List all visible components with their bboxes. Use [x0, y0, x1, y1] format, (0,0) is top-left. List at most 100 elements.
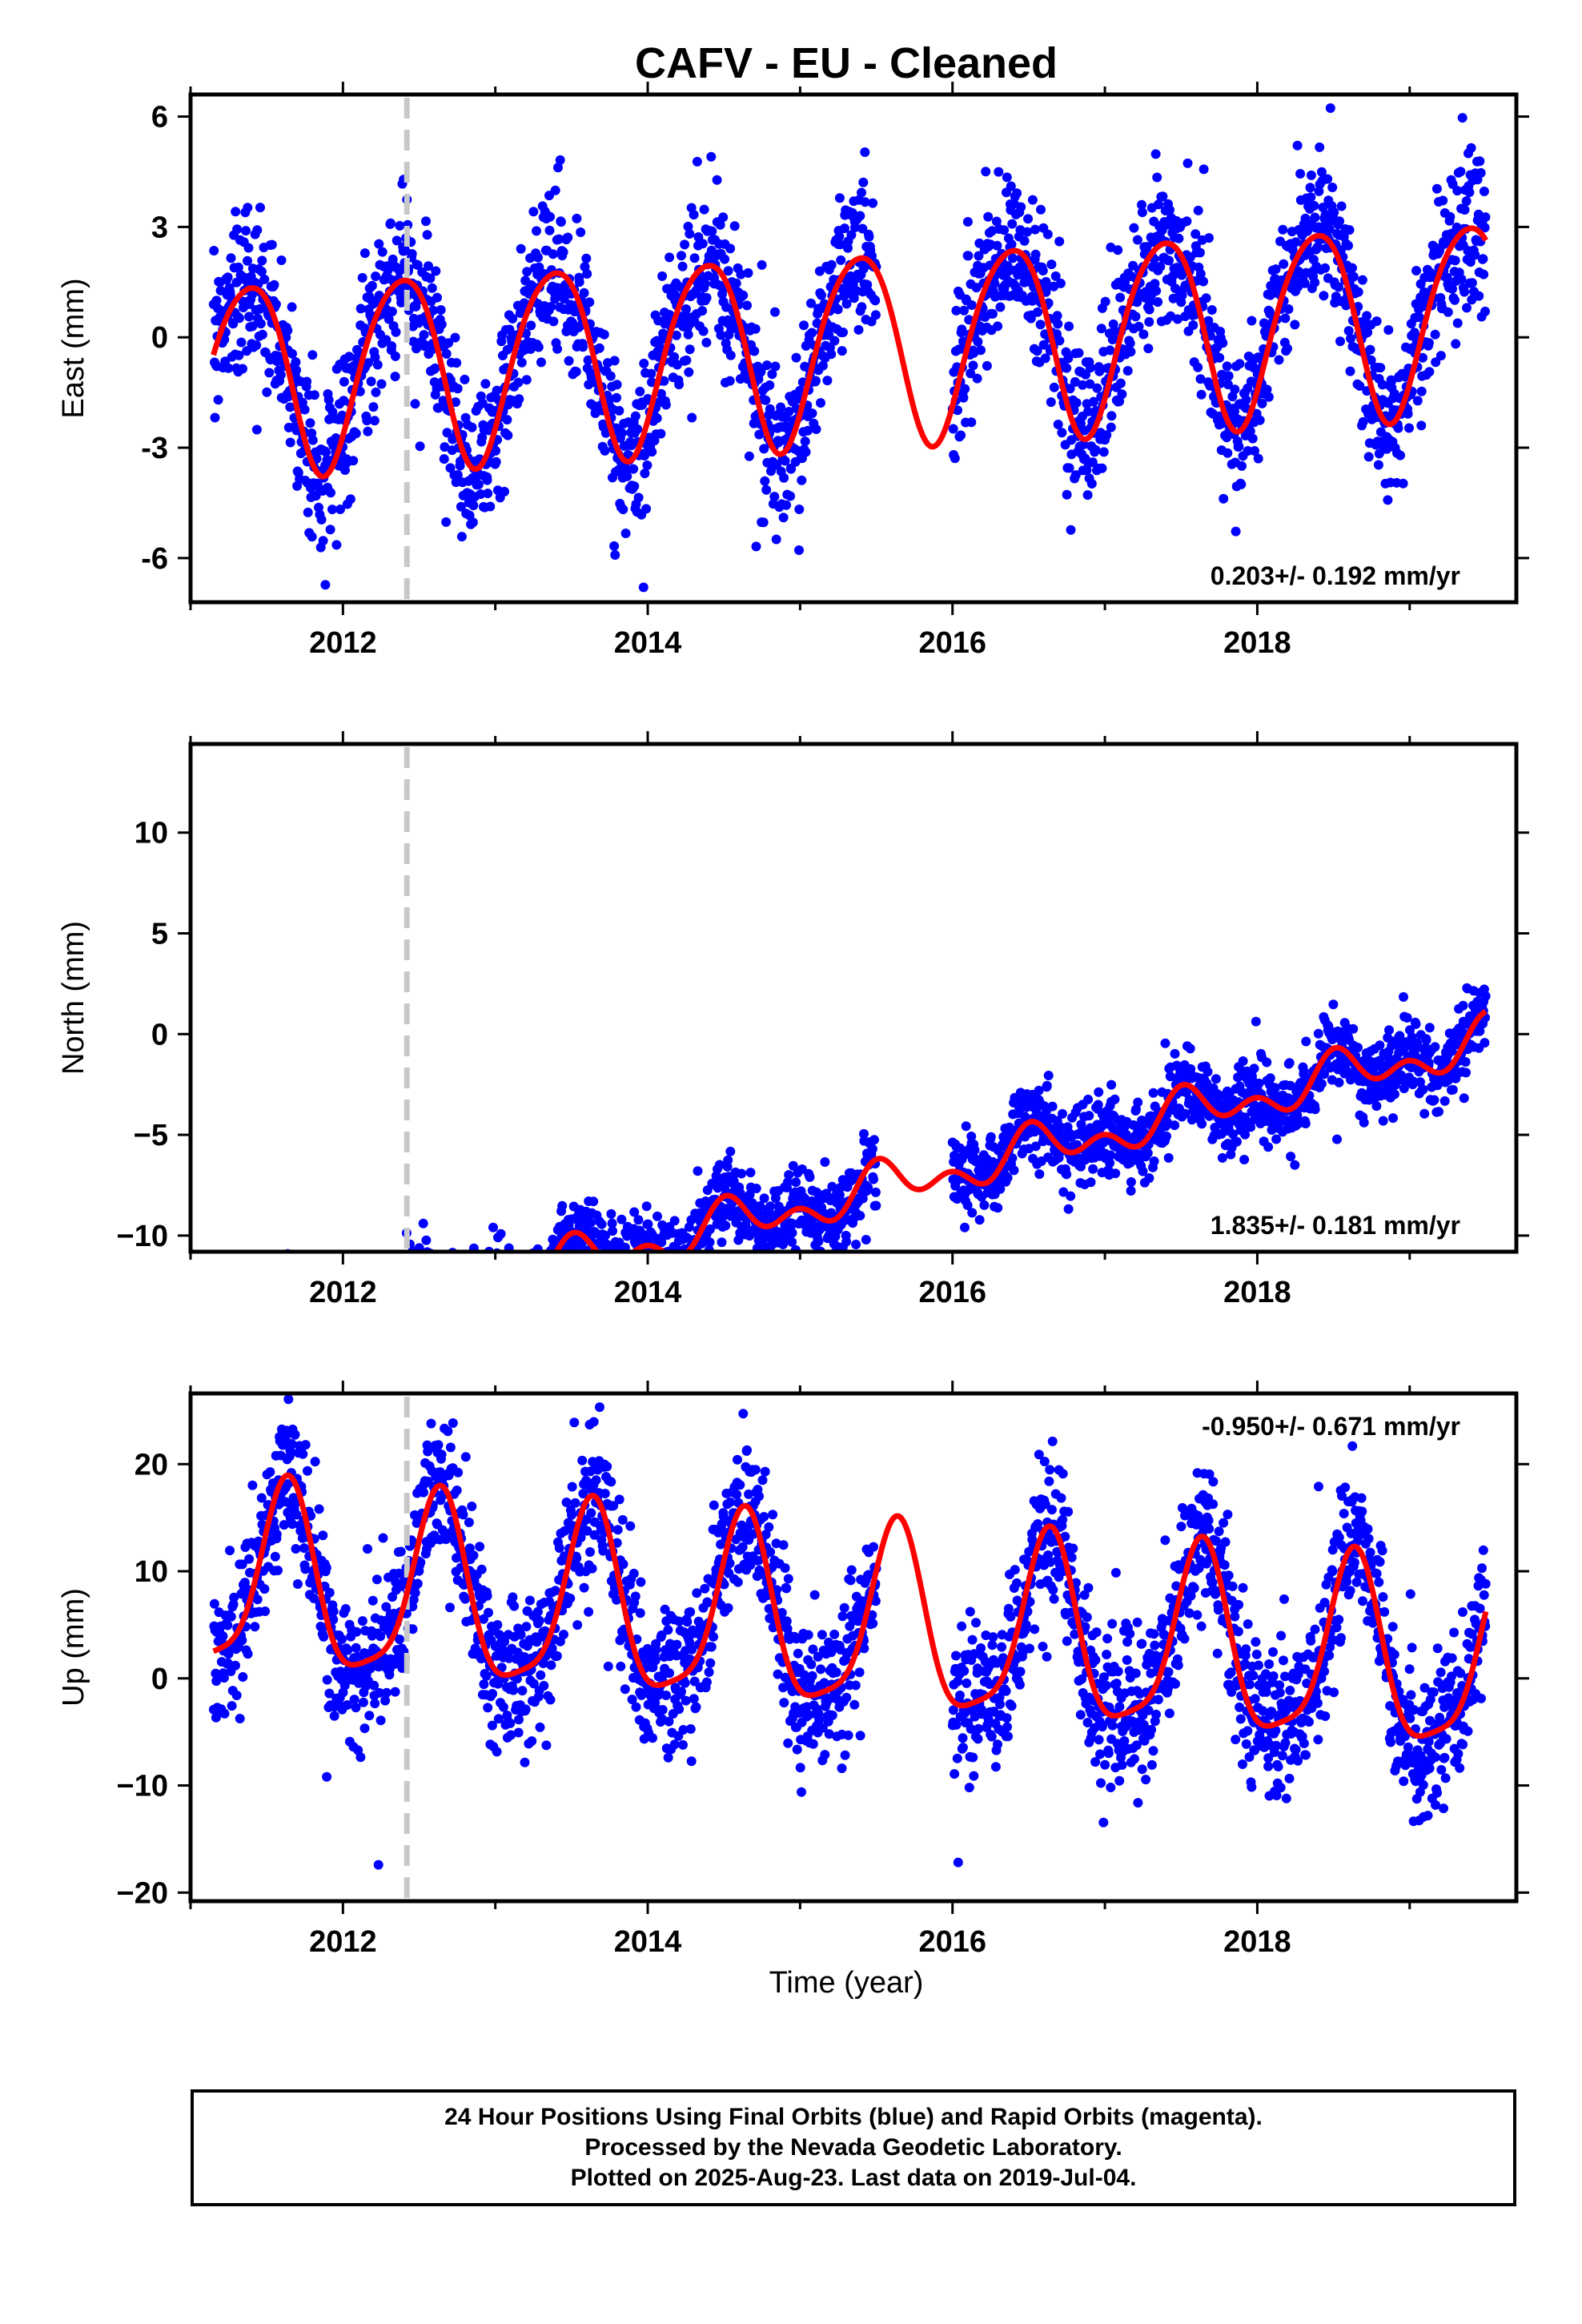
data-point: [993, 321, 1003, 332]
data-point: [456, 501, 466, 512]
data-point: [338, 1324, 347, 1333]
data-point: [656, 428, 666, 439]
data-point: [535, 1305, 544, 1314]
data-point: [273, 1287, 283, 1297]
data-point: [1467, 278, 1477, 288]
data-point: [307, 532, 317, 542]
data-point: [407, 1255, 416, 1265]
data-point: [1247, 433, 1258, 444]
data-point: [1325, 103, 1335, 113]
data-point: [334, 1317, 343, 1326]
data-point: [408, 1301, 417, 1311]
data-point: [677, 261, 688, 271]
data-point: [510, 1281, 520, 1290]
data-point: [291, 365, 302, 376]
data-point: [255, 1271, 265, 1281]
data-point: [480, 379, 491, 389]
data-point: [1154, 199, 1163, 210]
data-point: [491, 1279, 500, 1289]
data-point: [557, 1200, 568, 1211]
data-point: [1219, 493, 1229, 504]
data-point: [677, 1260, 687, 1269]
data-point: [252, 1328, 262, 1337]
data-point: [556, 1269, 565, 1278]
data-point: [444, 1277, 453, 1287]
data-point: [232, 1329, 242, 1339]
data-point: [750, 1268, 760, 1277]
data-point: [583, 355, 593, 365]
data-point: [340, 1349, 350, 1358]
data-point: [293, 1329, 303, 1338]
data-point: [403, 1308, 412, 1317]
data-point: [687, 412, 697, 423]
data-point: [500, 1297, 509, 1306]
data-point: [720, 254, 730, 264]
data-point: [309, 390, 319, 400]
data-point: [1172, 314, 1182, 324]
data-point: [511, 1304, 520, 1313]
data-point: [1292, 140, 1303, 151]
data-point: [236, 1356, 246, 1365]
data-point: [304, 1353, 314, 1363]
data-point: [967, 1208, 978, 1218]
data-point: [302, 1313, 311, 1323]
data-point: [243, 1336, 252, 1345]
data-point: [240, 1317, 250, 1327]
data-point: [1006, 181, 1016, 191]
data-point: [680, 239, 690, 250]
data-point: [770, 361, 781, 372]
data-point: [725, 243, 736, 254]
data-point: [295, 1329, 304, 1339]
data-point: [750, 324, 761, 334]
data-point: [555, 155, 565, 165]
data-point: [387, 1292, 397, 1301]
data-point: [1078, 380, 1088, 390]
data-point: [538, 1290, 548, 1300]
data-point: [359, 248, 370, 259]
data-point: [1058, 1108, 1067, 1119]
data-point: [552, 344, 563, 354]
data-point: [1460, 1057, 1471, 1067]
data-point: [1457, 113, 1468, 123]
data-point: [345, 494, 355, 505]
data-point: [614, 405, 624, 416]
data-point: [240, 1321, 250, 1331]
data-point: [1034, 1085, 1044, 1096]
data-point: [377, 247, 387, 257]
data-point: [504, 1273, 513, 1283]
data-point: [347, 1326, 356, 1336]
data-point: [1134, 321, 1144, 332]
data-point: [541, 1266, 551, 1276]
data-point: [445, 1265, 455, 1274]
data-point: [440, 1284, 449, 1293]
data-point: [287, 348, 297, 359]
data-point: [272, 1307, 282, 1317]
data-point: [372, 360, 383, 370]
data-point: [461, 1274, 471, 1284]
data-point: [267, 1289, 276, 1299]
data-point: [1412, 1038, 1423, 1048]
data-point: [761, 395, 771, 405]
data-point: [314, 1340, 323, 1349]
data-point: [983, 211, 994, 222]
data-point: [465, 1299, 475, 1309]
data-point: [280, 1299, 290, 1309]
data-point: [784, 407, 794, 416]
data-point: [488, 1222, 498, 1232]
data-point: [287, 1301, 297, 1310]
data-point: [387, 1310, 397, 1320]
data-point: [505, 1318, 515, 1328]
data-point: [519, 1295, 528, 1305]
data-point: [1416, 420, 1427, 431]
data-point: [1218, 338, 1228, 348]
data-point: [1114, 396, 1125, 407]
data-point: [308, 1321, 318, 1331]
data-point: [1402, 1012, 1412, 1023]
data-point: [1366, 355, 1376, 365]
data-point: [257, 329, 267, 340]
data-point: [553, 163, 563, 173]
data-point: [488, 1309, 497, 1318]
data-point: [841, 299, 852, 309]
data-point: [247, 321, 258, 332]
data-point: [1215, 352, 1225, 363]
